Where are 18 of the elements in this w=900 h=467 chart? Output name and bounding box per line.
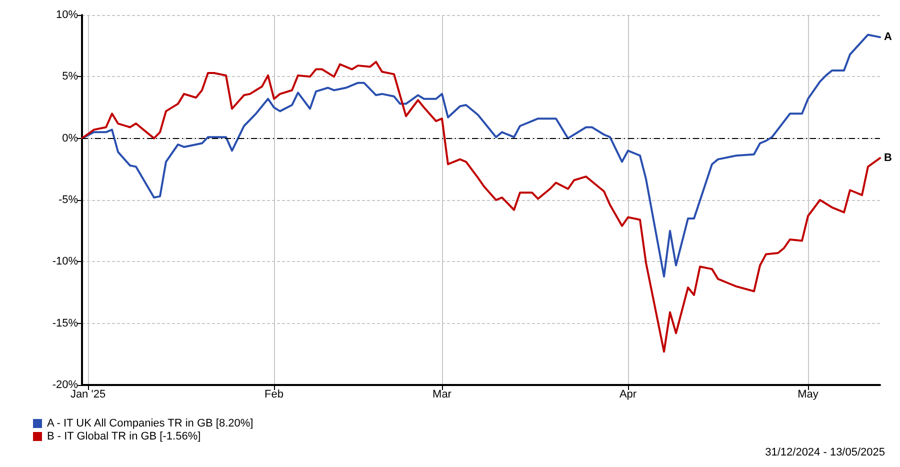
x-tick-label: Feb xyxy=(264,388,284,400)
y-tick-label: 10% xyxy=(56,9,78,21)
legend-label: A - IT UK All Companies TR in GB [8.20%] xyxy=(47,418,254,430)
text: 31/12/2024 - 13/05/2025 xyxy=(765,446,886,458)
line-series xyxy=(81,60,881,353)
y-tick-label: -20% xyxy=(52,379,78,391)
x-tick-label: May xyxy=(798,388,819,400)
x-tick-label: Apr xyxy=(619,388,637,400)
y-tick-label: -5% xyxy=(58,194,78,206)
y-tick-label: -10% xyxy=(52,256,78,268)
y-tick-label: 5% xyxy=(62,70,78,83)
annotation: B xyxy=(884,152,892,164)
annotation: A xyxy=(884,31,892,44)
x-tick-label: Mar xyxy=(432,388,452,400)
y-tick-label: -15% xyxy=(52,317,78,330)
y-tick-label: 0% xyxy=(62,132,78,144)
legend-label: B - IT Global TR in GB [-1.56%] xyxy=(47,430,201,442)
x-tick-label: Jan '25 xyxy=(70,388,106,400)
